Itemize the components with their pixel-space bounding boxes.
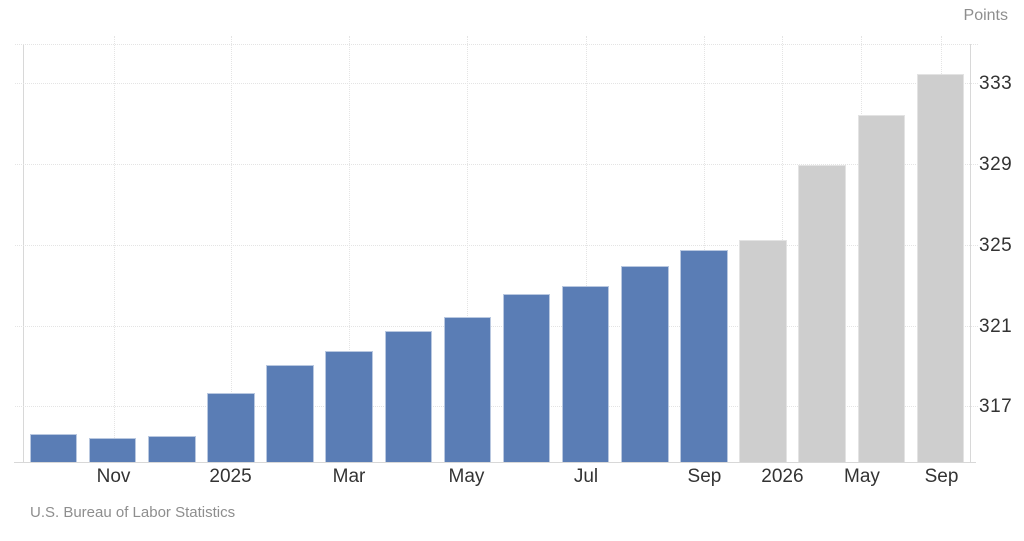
gridline-horizontal [15, 325, 978, 327]
x-axis-line [14, 462, 976, 463]
gridline-horizontal [15, 83, 978, 85]
bar-actual [443, 316, 492, 462]
plot-area [15, 36, 978, 462]
x-tick-label: May [844, 466, 880, 487]
x-tick-label: Jul [573, 466, 599, 487]
bar-actual [384, 330, 433, 462]
gridline-vertical [703, 36, 705, 462]
bar-actual [88, 437, 137, 462]
gridline-vertical [349, 36, 351, 462]
x-tick-label: Mar [332, 466, 366, 487]
gridline-horizontal [15, 406, 978, 408]
gridline-horizontal [15, 244, 978, 246]
gridline-vertical [585, 36, 587, 462]
bar-actual [266, 365, 314, 462]
bar-forecast [798, 165, 846, 462]
y-tick-label: 333 [979, 73, 1013, 95]
gridline-vertical [231, 36, 233, 462]
x-tick-label: Nov [96, 466, 131, 487]
y-tick-label: 317 [979, 396, 1013, 418]
bar-forecast [916, 74, 965, 462]
source-attribution: U.S. Bureau of Labor Statistics [30, 504, 236, 521]
x-tick-label: May [448, 466, 485, 487]
bar-actual [148, 435, 196, 462]
x-tick-label: 2026 [761, 466, 804, 487]
bar-actual [561, 286, 610, 462]
gridline-vertical [466, 36, 468, 462]
bar-forecast [739, 239, 787, 462]
bar-actual [621, 266, 669, 462]
x-tick-label: Sep [924, 466, 959, 487]
bar-forecast [857, 114, 906, 462]
x-tick-label: 2025 [209, 466, 252, 487]
y-axis-tick-labels: 317 321 325 329 333 [979, 44, 1023, 462]
bar-actual [29, 433, 78, 462]
y-tick-label: 329 [979, 154, 1013, 176]
plot-top-border [15, 44, 978, 45]
y-tick-label: 321 [979, 315, 1013, 337]
bar-actual [502, 294, 551, 462]
x-tick-label: Sep [687, 466, 722, 487]
bar-actual [207, 393, 255, 462]
y-axis-unit-label: Points [963, 7, 1008, 24]
x-axis-tick-labels: Nov 2025 Mar May Jul Sep 2026 May Sep [23, 466, 971, 492]
gridline-vertical [114, 36, 116, 462]
bar-actual [680, 249, 728, 462]
gridline-horizontal [15, 164, 978, 166]
y-tick-label: 325 [979, 234, 1013, 256]
bar-actual [325, 350, 373, 462]
